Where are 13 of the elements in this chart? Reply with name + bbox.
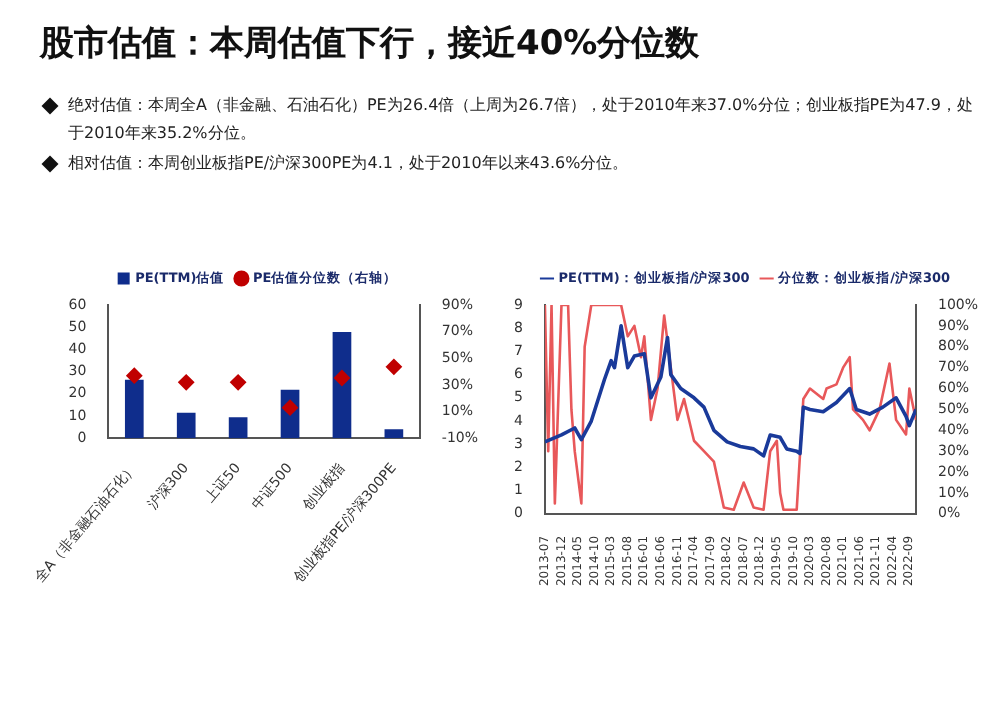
point: [178, 374, 195, 391]
point: [385, 358, 402, 375]
bar: [176, 412, 196, 439]
chart-title: 股市估值：本周估值下行，接近40%分位数: [40, 22, 700, 66]
text: 相对估值：本周创业板指PE/沪深300PE为4.1，处于2010年以来43.6%分位。: [68, 152, 629, 176]
bar: [384, 429, 404, 439]
bar: [332, 331, 352, 439]
bar: [124, 379, 144, 439]
bar: [228, 417, 248, 439]
point: [126, 367, 143, 384]
text: 绝对估值：本周全A（非金融、石油石化）PE为26.4倍（上周为26.7倍），处于2010年来37.0%分位；创业板指PE为47.9，处于2010年来35.2%分位。: [68, 94, 975, 146]
point: [333, 370, 350, 387]
point: [230, 374, 247, 391]
